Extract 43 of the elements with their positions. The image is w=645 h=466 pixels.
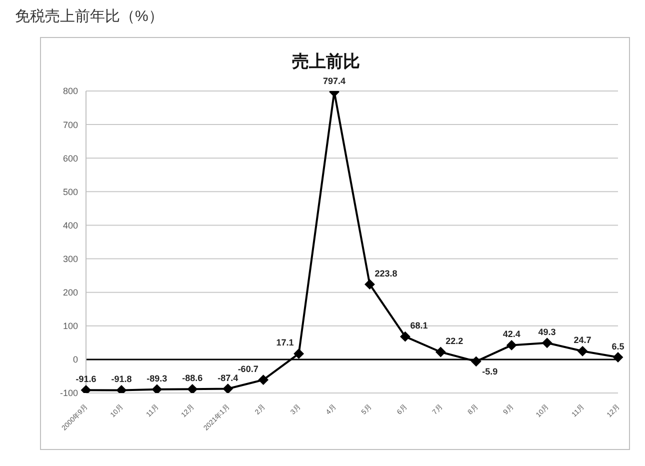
data-label: 24.7 (574, 335, 592, 346)
data-label: 49.3 (538, 326, 556, 337)
data-label: -91.8 (111, 374, 132, 384)
data-label: -60.7 (238, 364, 258, 374)
point (613, 352, 623, 362)
data-label: 68.1 (410, 320, 428, 331)
data-label: 22.2 (446, 336, 464, 346)
data-label: -87.4 (218, 372, 238, 383)
data-label: 17.1 (276, 338, 294, 348)
y-tick-label: 500 (62, 186, 78, 197)
y-tick-label: 200 (62, 288, 78, 298)
point (471, 356, 482, 366)
y-tick-label: 400 (62, 220, 78, 230)
data-label: -91.6 (76, 374, 96, 384)
y-tick-label: 700 (62, 120, 78, 130)
point (578, 346, 588, 356)
point (542, 338, 552, 348)
y-tick-label: 100 (62, 321, 78, 332)
point (152, 384, 162, 393)
point (436, 346, 446, 357)
point (400, 332, 410, 342)
data-label: 223.8 (374, 268, 398, 278)
y-tick-label: 800 (62, 86, 78, 96)
point (294, 348, 304, 359)
data-label: 797.4 (323, 76, 346, 86)
point (222, 384, 233, 393)
chart-title: 免税売上前年比（%） (15, 7, 164, 26)
y-tick-label: -100 (60, 388, 78, 398)
point (81, 385, 91, 393)
point (258, 374, 268, 385)
data-label: -89.3 (146, 373, 168, 384)
data-label: 6.5 (612, 341, 624, 352)
point (364, 279, 375, 290)
data-label: -88.6 (182, 373, 203, 384)
y-tick-label: 300 (62, 254, 78, 264)
chart-subtitle: 売上前比 (291, 51, 361, 73)
data-label: -5.9 (482, 366, 498, 376)
y-tick-label: 600 (62, 153, 78, 164)
point (116, 385, 126, 393)
data-label: 42.4 (502, 329, 520, 340)
point (187, 384, 198, 393)
point (506, 340, 517, 350)
y-tick-label: 0 (72, 354, 78, 365)
